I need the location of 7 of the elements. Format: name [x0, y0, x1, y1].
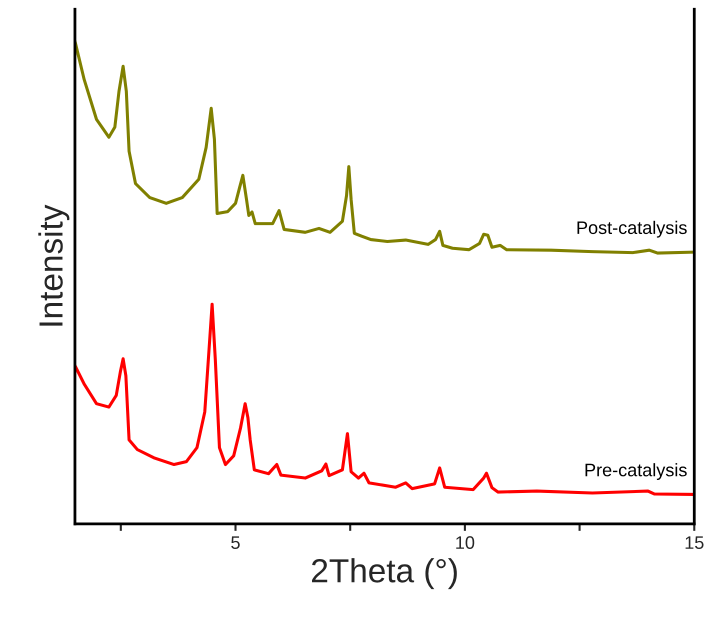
series-label: Post-catalysis: [578, 220, 687, 238]
series-label: Pre-catalysis: [586, 463, 687, 480]
x-axis-title: 2Theta (°): [312, 558, 457, 590]
x-tick-label: 15: [686, 536, 704, 549]
y-axis-title: Intensity: [38, 204, 70, 326]
x-tick-label: 5: [231, 536, 240, 549]
x-tick-label: 10: [456, 536, 474, 549]
